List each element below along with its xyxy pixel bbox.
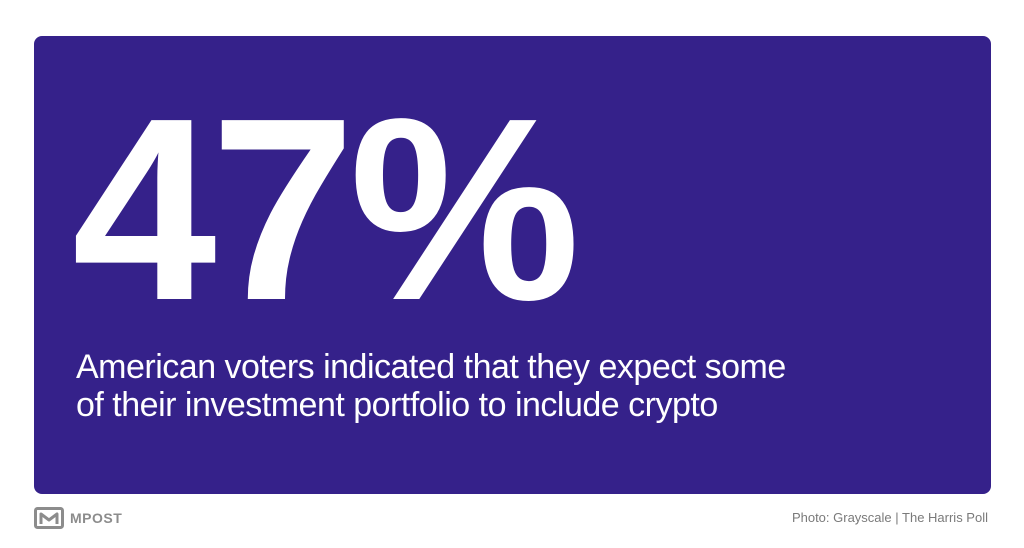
stat-caption-line-1: American voters indicated that they expe… xyxy=(76,348,786,386)
mpost-logo: MPOST xyxy=(34,506,122,530)
stat-value: 47% xyxy=(72,65,580,355)
stat-caption-line-2: of their investment portfolio to include… xyxy=(76,386,718,424)
photo-credit: Photo: Grayscale | The Harris Poll xyxy=(791,510,988,525)
logo-text: MPOST xyxy=(70,510,123,526)
stat-card: 47% American voters indicated that they … xyxy=(34,36,991,494)
stat-caption: American voters indicated that they expe… xyxy=(76,348,956,424)
mpost-logo-icon xyxy=(34,507,64,529)
